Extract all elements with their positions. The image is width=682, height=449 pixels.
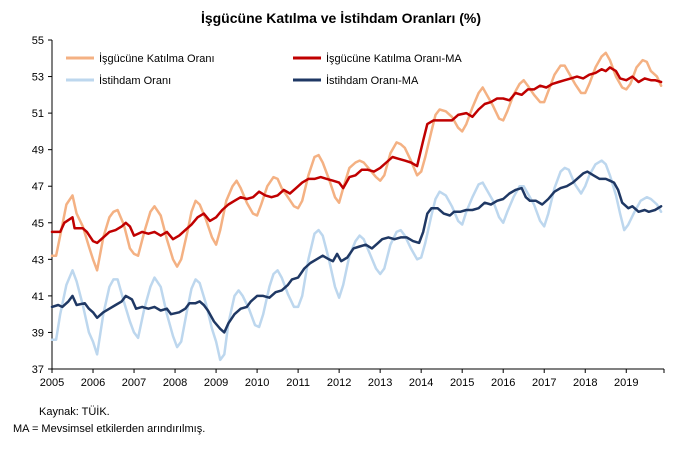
y-tick-label: 53: [32, 72, 44, 84]
x-tick-label: 2006: [81, 377, 105, 389]
x-tick-label: 2019: [614, 377, 638, 389]
legend-label-4: İstihdam Oranı-MA: [326, 74, 419, 87]
y-tick-label: 55: [32, 35, 44, 47]
y-tick-label: 49: [32, 145, 44, 157]
y-tick-label: 37: [32, 364, 44, 376]
legend-label-2: İşgücüne Katılma Oranı-MA: [326, 52, 462, 65]
x-tick-label: 2015: [450, 377, 474, 389]
plot-area: 37 39 41 43 45 47 49 51 53 55 2005 2006 2007 2008 2009…: [32, 35, 665, 389]
series-line-4: [50, 170, 663, 334]
series-line-3: [50, 159, 663, 362]
x-tick-label: 2009: [204, 377, 228, 389]
x-tick-label: 2012: [327, 377, 351, 389]
series-line-1: [50, 51, 663, 272]
x-tick-label: 2011: [286, 377, 310, 389]
x-tick-label: 2014: [409, 377, 433, 389]
x-tick-label: 2007: [122, 377, 146, 389]
legend-label-1: İşgücüne Katılma Oranı: [99, 52, 215, 65]
y-tick-label: 39: [32, 327, 44, 339]
series-line-2: [50, 66, 663, 245]
y-tick-label: 47: [32, 181, 44, 193]
x-tick-label: 2010: [245, 377, 269, 389]
legend-label-3: İstihdam Oranı: [99, 74, 171, 87]
y-tick-label: 41: [32, 291, 44, 303]
y-tick-label: 45: [32, 218, 44, 230]
x-tick-label: 2017: [532, 377, 556, 389]
x-tick-label: 2018: [573, 377, 597, 389]
x-tick-label: 2005: [40, 377, 64, 389]
chart-title: İşgücüne Katılma ve İstihdam Oranları (%…: [201, 10, 481, 26]
x-tick-label: 2008: [163, 377, 187, 389]
x-tick-label: 2013: [368, 377, 392, 389]
ma-note: MA = Mevsimsel etkilerden arındırılmış.: [13, 423, 206, 435]
y-tick-label: 51: [32, 108, 44, 120]
y-tick-label: 43: [32, 254, 44, 266]
x-tick-label: 2016: [491, 377, 515, 389]
source-note: Kaynak: TÜİK.: [39, 406, 110, 418]
legend: İşgücüne Katılma Oranı İşgücüne Katılma O…: [66, 52, 462, 87]
